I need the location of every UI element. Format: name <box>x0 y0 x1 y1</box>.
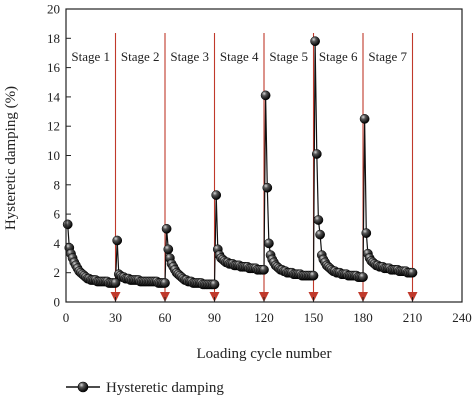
data-point <box>407 267 418 278</box>
stage-label: Stage 2 <box>121 49 160 64</box>
x-axis-title: Loading cycle number <box>197 346 332 362</box>
data-point <box>259 264 269 275</box>
data-point <box>211 190 222 200</box>
stage-label: Stage 7 <box>368 49 407 64</box>
data-point <box>112 235 123 246</box>
data-point <box>209 279 220 290</box>
x-tick-label: 150 <box>304 310 324 325</box>
stage-label: Stage 6 <box>319 49 358 64</box>
y-tick-label: 18 <box>47 31 60 46</box>
y-tick-label: 10 <box>47 148 60 163</box>
data-point <box>313 215 324 225</box>
data-point <box>110 278 121 288</box>
series-line-layer <box>67 41 413 285</box>
y-tick-label: 0 <box>54 295 61 310</box>
data-point <box>262 182 273 193</box>
data-point <box>311 149 322 159</box>
x-tick-label: 30 <box>109 310 122 325</box>
data-point <box>361 228 372 238</box>
data-point <box>260 90 271 101</box>
stage-label: Stage 1 <box>71 49 110 64</box>
data-point <box>315 229 325 240</box>
x-axis: 0 30 60 90 120 150 180 210 240 <box>63 297 472 325</box>
y-tick-label: 12 <box>47 119 60 134</box>
series-line <box>67 41 413 285</box>
y-tick-label: 14 <box>47 89 61 104</box>
y-tick-label: 8 <box>54 177 61 192</box>
stage-label: Stage 4 <box>220 49 259 64</box>
data-point <box>163 244 174 255</box>
legend-label: Hysteretic damping <box>106 380 224 396</box>
y-tick-label: 4 <box>54 236 61 251</box>
x-tick-label: 0 <box>63 310 70 325</box>
x-tick-label: 180 <box>353 310 373 325</box>
x-tick-label: 240 <box>452 310 472 325</box>
y-tick-label: 20 <box>47 2 60 17</box>
data-point <box>358 272 368 282</box>
data-point <box>264 238 274 249</box>
data-point <box>160 278 170 288</box>
stage-label: Stage 5 <box>269 49 308 64</box>
data-point <box>359 114 370 124</box>
legend-marker <box>77 381 89 393</box>
x-tick-label: 120 <box>254 310 274 325</box>
data-point <box>310 36 320 47</box>
legend: Hysteretic damping <box>66 380 224 396</box>
y-tick-label: 2 <box>54 265 61 280</box>
x-tick-label: 60 <box>159 310 172 325</box>
x-tick-label: 210 <box>403 310 423 325</box>
y-tick-label: 16 <box>47 60 61 75</box>
data-point <box>161 223 172 234</box>
data-points <box>62 36 418 290</box>
x-tick-label: 90 <box>208 310 221 325</box>
data-point <box>308 270 319 281</box>
y-axis: 0 2 4 6 8 10 12 14 16 18 20 <box>47 2 71 310</box>
y-axis-title: Hysteretic damping (%) <box>3 86 19 230</box>
data-point <box>62 219 73 230</box>
y-tick-label: 6 <box>54 207 61 222</box>
stage-labels: Stage 1 Stage 2 Stage 3 Stage 4 Stage 5 Stage… <box>71 49 407 64</box>
stage-label: Stage 3 <box>170 49 209 64</box>
